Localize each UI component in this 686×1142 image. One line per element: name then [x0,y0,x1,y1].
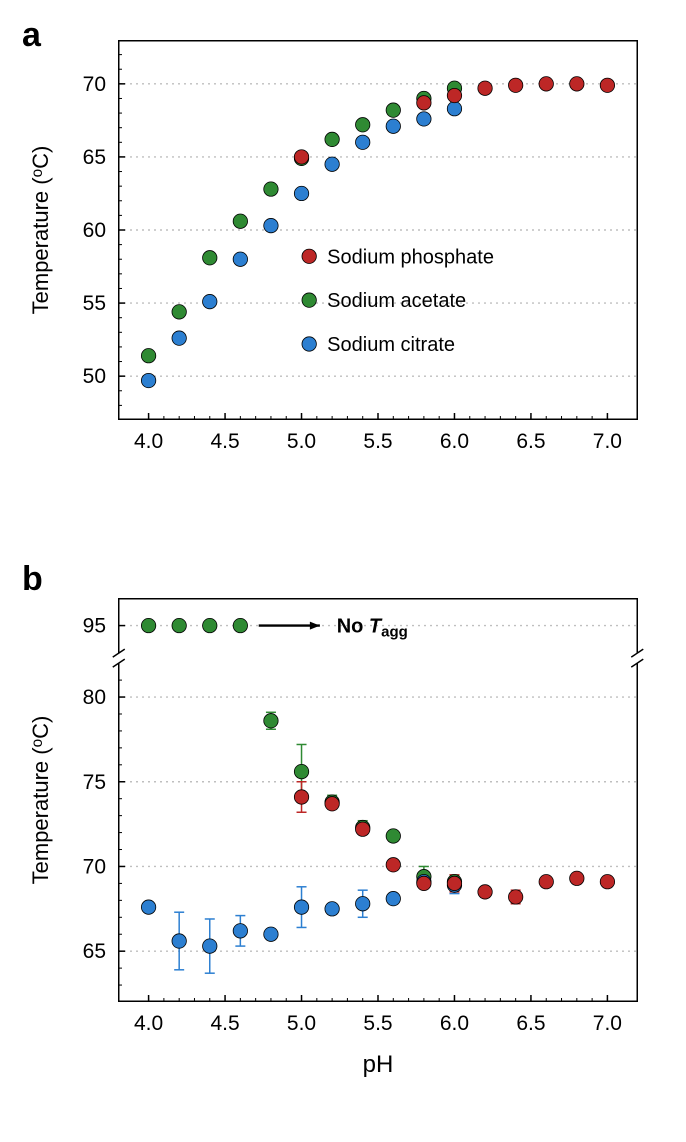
data-point [294,186,308,200]
y-tick-label: 80 [83,686,106,709]
data-point [325,157,339,171]
legend-marker [302,249,316,263]
data-point [356,822,370,836]
y-tick-label: 65 [83,940,106,963]
y-axis-title: Temperature (oC) [28,716,53,885]
y-tick-label: 70 [83,855,106,878]
data-point [294,150,308,164]
x-axis-title: pH [363,1051,394,1078]
data-point [447,876,461,890]
y-tick-label: 55 [83,292,106,315]
x-tick-label: 7.0 [593,1012,622,1035]
x-tick-label: 6.5 [516,1012,545,1035]
panel-label-b: b [22,560,43,599]
data-point [386,119,400,133]
data-point [386,858,400,872]
data-point [172,305,186,319]
data-point [141,373,155,387]
data-point [447,101,461,115]
legend-label: Sodium acetate [327,290,466,312]
data-point [264,218,278,232]
x-tick-label: 6.0 [440,430,469,453]
data-point [233,618,247,632]
data-point [570,871,584,885]
data-point [264,927,278,941]
data-point [478,885,492,899]
data-point [172,934,186,948]
legend-label: Sodium citrate [327,334,455,356]
data-point [203,618,217,632]
data-point [447,88,461,102]
data-point [325,902,339,916]
x-tick-label: 5.5 [363,1012,392,1035]
data-point [600,875,614,889]
y-tick-label: 65 [83,146,106,169]
x-tick-label: 6.0 [440,1012,469,1035]
x-tick-label: 4.5 [210,1012,239,1035]
data-point [386,891,400,905]
data-point [508,890,522,904]
data-point [356,897,370,911]
data-point [172,331,186,345]
data-point [570,77,584,91]
x-tick-label: 4.5 [210,430,239,453]
data-point [386,829,400,843]
y-tick-label: 50 [83,365,106,388]
panel-label-a: a [22,16,41,55]
data-point [600,78,614,92]
data-point [141,618,155,632]
x-tick-label: 7.0 [593,430,622,453]
data-point [233,214,247,228]
data-point [203,251,217,265]
data-point [264,182,278,196]
chart-a: Sodium phosphate Sodium acetate Sodium cit… [118,40,638,420]
data-point [203,294,217,308]
data-point [233,252,247,266]
y-tick-label: 70 [83,73,106,96]
chart-b: No Tagg4.05.06.07.04.55.56.56570758095Te… [118,598,638,1002]
y-axis-title: Temperature (oC) [28,146,53,315]
data-point [264,714,278,728]
data-point [203,939,217,953]
data-point [508,78,522,92]
x-tick-label: 5.0 [287,1012,316,1035]
data-point [294,790,308,804]
x-tick-label: 5.0 [287,430,316,453]
legend-marker [302,337,316,351]
data-point [172,618,186,632]
data-point [141,348,155,362]
y-tick-label: 60 [83,219,106,242]
legend-label: Sodium phosphate [327,246,494,268]
data-point [356,135,370,149]
data-point [325,797,339,811]
y-tick-label: 75 [83,771,106,794]
data-point [325,132,339,146]
data-point [141,900,155,914]
data-point [294,764,308,778]
legend-marker [302,293,316,307]
data-point [417,96,431,110]
x-tick-label: 5.5 [363,430,392,453]
data-point [356,118,370,132]
data-point [478,81,492,95]
data-point [417,112,431,126]
x-tick-label: 4.0 [134,430,163,453]
page-root: a Sodium phosphate Sodium acetate Sodium c… [0,0,686,1142]
y-tick-label: 95 [83,615,106,638]
data-point [539,77,553,91]
data-point [386,103,400,117]
data-point [539,875,553,889]
data-point [294,900,308,914]
data-point [233,924,247,938]
data-point [417,876,431,890]
x-tick-label: 6.5 [516,430,545,453]
x-tick-label: 4.0 [134,1012,163,1035]
